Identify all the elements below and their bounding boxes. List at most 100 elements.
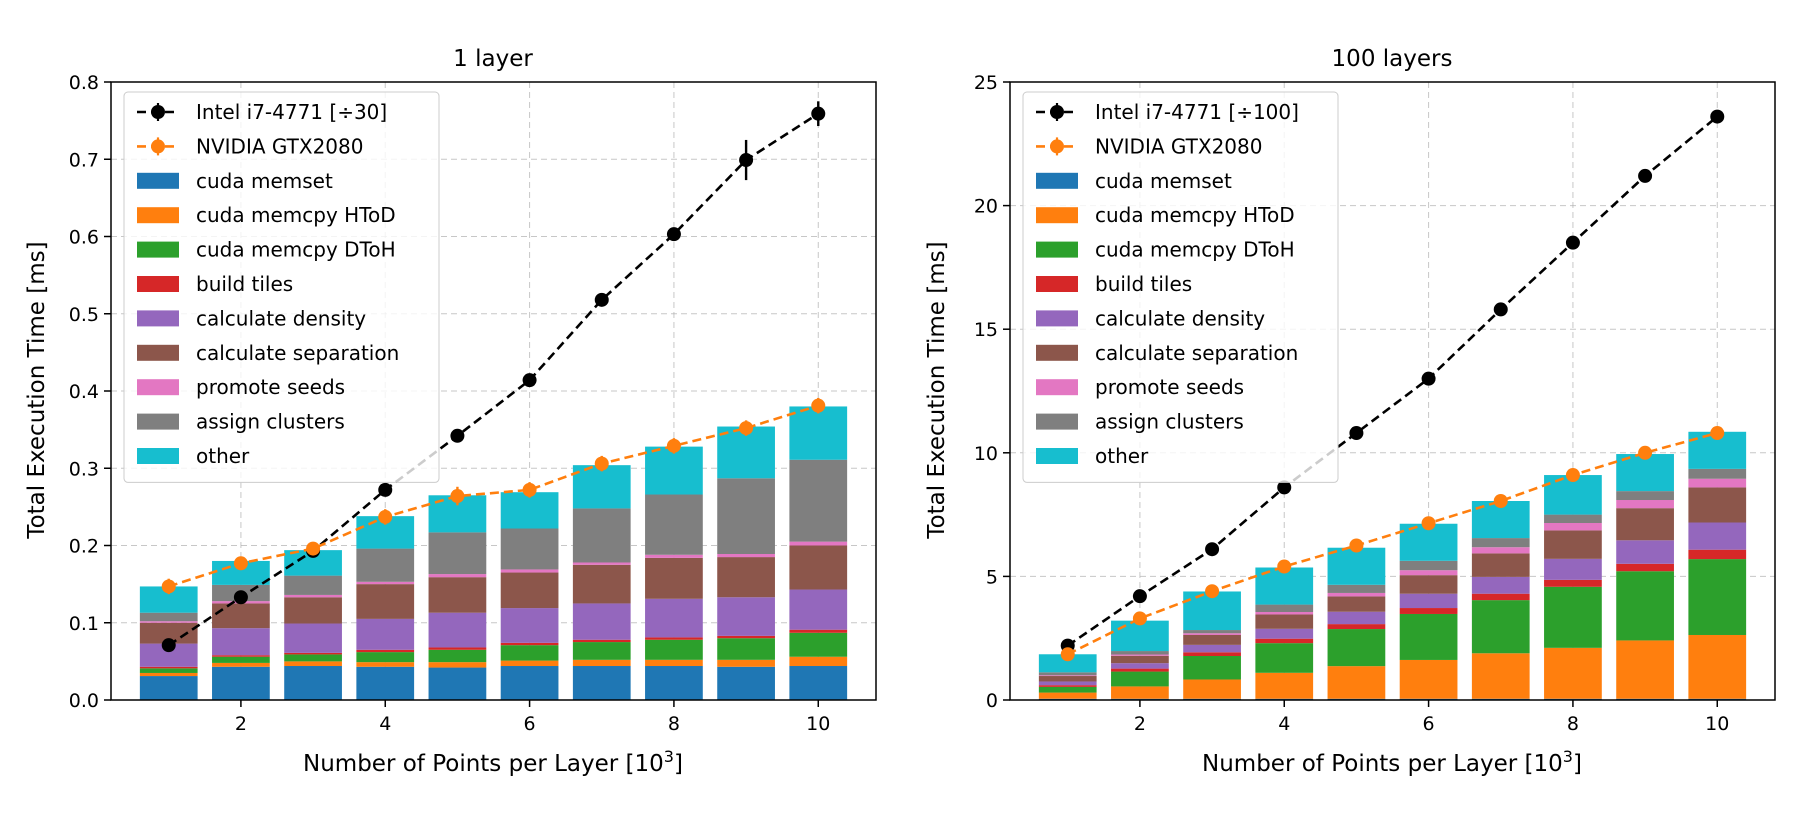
- data-point: [1421, 371, 1436, 386]
- chart-panel-100-layers: 100 layers Total Execution Time [ms] Num…: [924, 46, 1776, 777]
- bar-segment-cuda-memcpy-htod: [1544, 647, 1602, 699]
- bar-segment-build-tiles: [1255, 638, 1314, 644]
- x-axis-label-text: Number of Points per Layer [10: [303, 751, 664, 777]
- bar-segment-calculate-density: [1471, 576, 1530, 594]
- data-point: [378, 509, 393, 524]
- legend-label: promote seeds: [196, 375, 345, 399]
- bar-segment-promote-seeds: [1183, 633, 1241, 635]
- chart-panel-1-layer: 1 layer Total Execution Time [ms] Number…: [24, 46, 877, 777]
- x-tick-label: 10: [1705, 713, 1729, 735]
- bar-segment-calculate-density: [1038, 681, 1097, 686]
- bar-segment-promote-seeds: [645, 554, 703, 558]
- bar-segment-cuda-memcpy-htod: [1616, 640, 1674, 699]
- data-point: [666, 227, 681, 242]
- data-point: [1493, 302, 1508, 317]
- bar-segment-cuda-memcpy-dtoh: [428, 649, 487, 663]
- bar-segment-calculate-density: [212, 628, 270, 656]
- x-axis-label-superscript: 3: [664, 747, 674, 766]
- bar-segment-calculate-density: [572, 603, 631, 640]
- y-axis-label: Total Execution Time [ms]: [24, 241, 50, 539]
- bar-segment-build-tiles: [428, 647, 487, 650]
- bar-segment-promote-seeds: [1327, 592, 1386, 597]
- data-point: [1132, 611, 1147, 626]
- bar-segment-promote-seeds: [139, 621, 198, 623]
- bar-segment-promote-seeds: [500, 569, 559, 573]
- bar-segment-promote-seeds: [284, 594, 342, 598]
- bar-segment-calculate-separation: [1183, 634, 1241, 645]
- data-point: [1205, 542, 1220, 557]
- bar-segment-cuda-memset: [428, 667, 487, 700]
- legend-label: assign clusters: [1095, 410, 1244, 434]
- bar-segment-cuda-memcpy-htod: [1183, 679, 1241, 699]
- data-point: [1349, 538, 1364, 553]
- legend-swatch-bar: [1036, 241, 1078, 258]
- data-point: [522, 482, 537, 497]
- bar-segment-cuda-memcpy-dtoh: [1688, 559, 1747, 635]
- bar-segment-build-tiles: [1327, 624, 1386, 630]
- bar-segment-promote-seeds: [428, 574, 487, 578]
- legend-label: Intel i7-4771 [÷100]: [1095, 100, 1299, 124]
- data-point: [739, 421, 754, 436]
- legend-swatch-marker: [1050, 105, 1064, 119]
- bar-segment-build-tiles: [1399, 608, 1458, 614]
- x-tick-label: 8: [668, 713, 680, 735]
- legend-label: build tiles: [196, 272, 293, 296]
- bar-segment-assign-clusters: [717, 478, 775, 554]
- bar-segment-build-tiles: [1471, 593, 1530, 601]
- x-tick-label: 6: [524, 713, 536, 735]
- legend-box: [1022, 91, 1339, 483]
- bar-segment-assign-clusters: [1255, 604, 1314, 612]
- data-point: [1060, 647, 1075, 662]
- bar-segment-cuda-memcpy-htod: [356, 662, 415, 667]
- bar-segment-cuda-memcpy-dtoh: [1255, 643, 1314, 673]
- bar-segment-cuda-memcpy-htod: [645, 659, 703, 667]
- bar-segment-assign-clusters: [139, 612, 198, 622]
- legend-swatch-bar: [1036, 379, 1078, 396]
- x-axis-label-close: ]: [1573, 751, 1582, 777]
- bar-segment-calculate-separation: [1688, 487, 1747, 523]
- y-tick-label: 0.5: [69, 304, 99, 326]
- series-line: [1067, 115, 1719, 647]
- bar-segment-build-tiles: [572, 639, 631, 643]
- y-tick-label: 0: [986, 690, 998, 712]
- bar-segment-calculate-density: [1688, 522, 1747, 550]
- bar-segment-promote-seeds: [789, 541, 848, 546]
- bar-segment-promote-seeds: [1038, 675, 1097, 677]
- legend-swatch-bar: [137, 310, 179, 327]
- bar-segment-cuda-memcpy-htod: [717, 659, 775, 667]
- x-tick-label: 4: [379, 713, 391, 735]
- bar-segment-cuda-memcpy-dtoh: [717, 638, 775, 660]
- chart-title: 1 layer: [453, 46, 533, 72]
- bar-segment-assign-clusters: [789, 459, 848, 542]
- data-point: [161, 638, 176, 653]
- legend-label: calculate density: [196, 306, 366, 330]
- bar-segment-calculate-density: [356, 618, 415, 650]
- bar-segment-calculate-separation: [1471, 553, 1530, 577]
- data-point: [811, 106, 826, 121]
- bar-segment-assign-clusters: [1111, 651, 1169, 655]
- bar-segment-calculate-density: [284, 623, 342, 653]
- legend-label: NVIDIA GTX2080: [196, 134, 363, 158]
- bar-segment-cuda-memcpy-htod: [212, 662, 270, 667]
- legend-label: build tiles: [1095, 272, 1192, 296]
- x-axis-label-close: ]: [674, 751, 683, 777]
- bar-segment-promote-seeds: [1544, 523, 1602, 531]
- bar-segment-calculate-separation: [645, 557, 703, 599]
- bar-segment-calculate-separation: [1399, 575, 1458, 594]
- bar-segment-cuda-memset: [789, 666, 848, 700]
- legend-label: calculate separation: [1095, 341, 1298, 365]
- bar-segment-assign-clusters: [1544, 514, 1602, 524]
- bar-segment-cuda-memcpy-dtoh: [572, 642, 631, 660]
- legend-swatch-bar: [1036, 448, 1078, 464]
- bar-segment-assign-clusters: [1399, 560, 1458, 571]
- legend-label: calculate density: [1095, 306, 1265, 330]
- y-tick-label: 0.7: [69, 149, 99, 171]
- bar-segment-assign-clusters: [428, 532, 487, 575]
- bar-segment-calculate-density: [428, 612, 487, 648]
- bar-segment-cuda-memcpy-htod: [284, 661, 342, 667]
- y-axis-label: Total Execution Time [ms]: [924, 241, 950, 539]
- bar-segment-cuda-memcpy-htod: [1327, 666, 1386, 699]
- data-point: [161, 579, 176, 594]
- bar-segment-build-tiles: [1183, 652, 1241, 656]
